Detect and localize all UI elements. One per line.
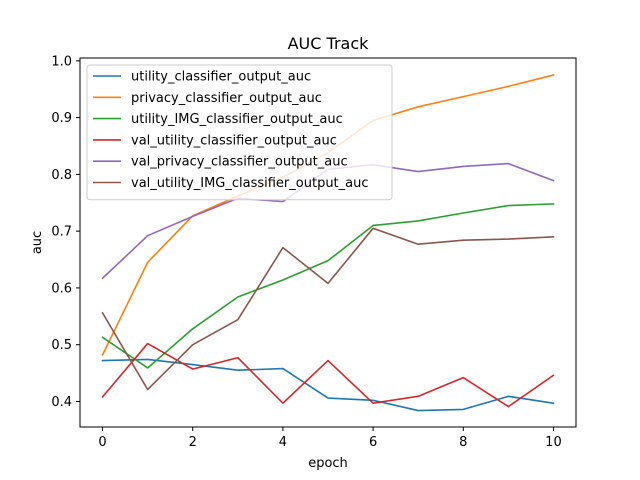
chart-title: AUC Track xyxy=(288,34,370,53)
x-tick-label: 6 xyxy=(369,435,377,450)
y-tick-label: 1.0 xyxy=(51,54,72,69)
series-line-0 xyxy=(101,358,555,412)
series-line-5 xyxy=(101,227,555,391)
legend-label: utility_IMG_classifier_output_auc xyxy=(131,112,343,127)
x-tick-label: 4 xyxy=(279,435,287,450)
x-tick-label: 0 xyxy=(98,435,106,450)
legend-label: utility_classifier_output_auc xyxy=(131,70,311,85)
x-tick-label: 2 xyxy=(189,435,197,450)
legend-label: val_utility_IMG_classifier_output_auc xyxy=(131,176,369,191)
y-tick-label: 0.7 xyxy=(51,225,72,240)
legend: utility_classifier_output_auc privacy_cla… xyxy=(86,64,393,201)
series-line-2 xyxy=(101,203,555,369)
x-tick-label: 10 xyxy=(545,435,562,450)
y-tick-label: 0.6 xyxy=(51,281,72,296)
plot-frame xyxy=(79,57,577,428)
x-axis-label: epoch xyxy=(308,456,348,471)
y-tick-label: 0.8 xyxy=(51,168,72,183)
y-tick-label: 0.5 xyxy=(51,338,72,353)
legend-label: privacy_classifier_output_auc xyxy=(131,91,322,106)
y-tick-label: 0.9 xyxy=(51,111,72,126)
legend-label: val_privacy_classifier_output_auc xyxy=(131,155,348,170)
legend-box xyxy=(86,64,393,201)
y-axis-label: auc xyxy=(30,231,45,254)
y-tick-label: 0.4 xyxy=(51,395,72,410)
legend-label: val_utility_classifier_output_auc xyxy=(131,133,337,148)
x-tick-label: 8 xyxy=(459,435,467,450)
ticks-layer: 0 2 4 6 8 10 0.4 0.5 0.6 0.7 0.8 0.9 1.0 xyxy=(51,54,561,450)
